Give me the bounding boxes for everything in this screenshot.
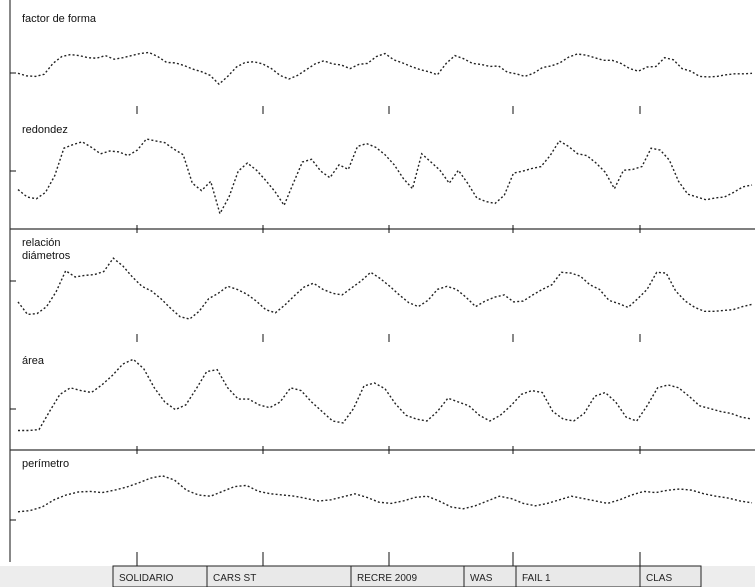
category-label: CARS ST bbox=[213, 573, 256, 584]
category-label: SOLIDARIO bbox=[119, 573, 174, 584]
category-label: FAIL 1 bbox=[522, 573, 551, 584]
panel: factor de forma bbox=[17, 13, 753, 114]
panel-title: factor de forma bbox=[22, 13, 97, 25]
series-line bbox=[17, 51, 753, 86]
panel-title: redondez bbox=[22, 124, 68, 136]
axis-layer bbox=[9, 0, 755, 562]
category-label: CLAS bbox=[646, 573, 672, 584]
panel-title: perímetro bbox=[22, 458, 69, 470]
panel: relación diámetros bbox=[17, 237, 753, 342]
panel: perímetro bbox=[17, 458, 753, 566]
category-cell bbox=[639, 565, 702, 587]
category-label: WAS bbox=[470, 573, 493, 584]
category-bar: SOLIDARIO CARS ST RECRE 2009 WAS FAIL 1 CLAS bbox=[0, 565, 755, 587]
panel-title: relación diámetros bbox=[22, 237, 71, 262]
panel-title: área bbox=[22, 355, 45, 367]
panels-layer: factor de forma redondez relación diámetros… bbox=[17, 13, 753, 566]
series-line bbox=[17, 257, 753, 320]
series-line bbox=[18, 358, 753, 432]
series-line bbox=[17, 475, 753, 513]
panel: redondez bbox=[17, 124, 753, 233]
panel: área bbox=[18, 355, 753, 454]
series-line bbox=[17, 138, 753, 216]
category-label: RECRE 2009 bbox=[357, 573, 417, 584]
